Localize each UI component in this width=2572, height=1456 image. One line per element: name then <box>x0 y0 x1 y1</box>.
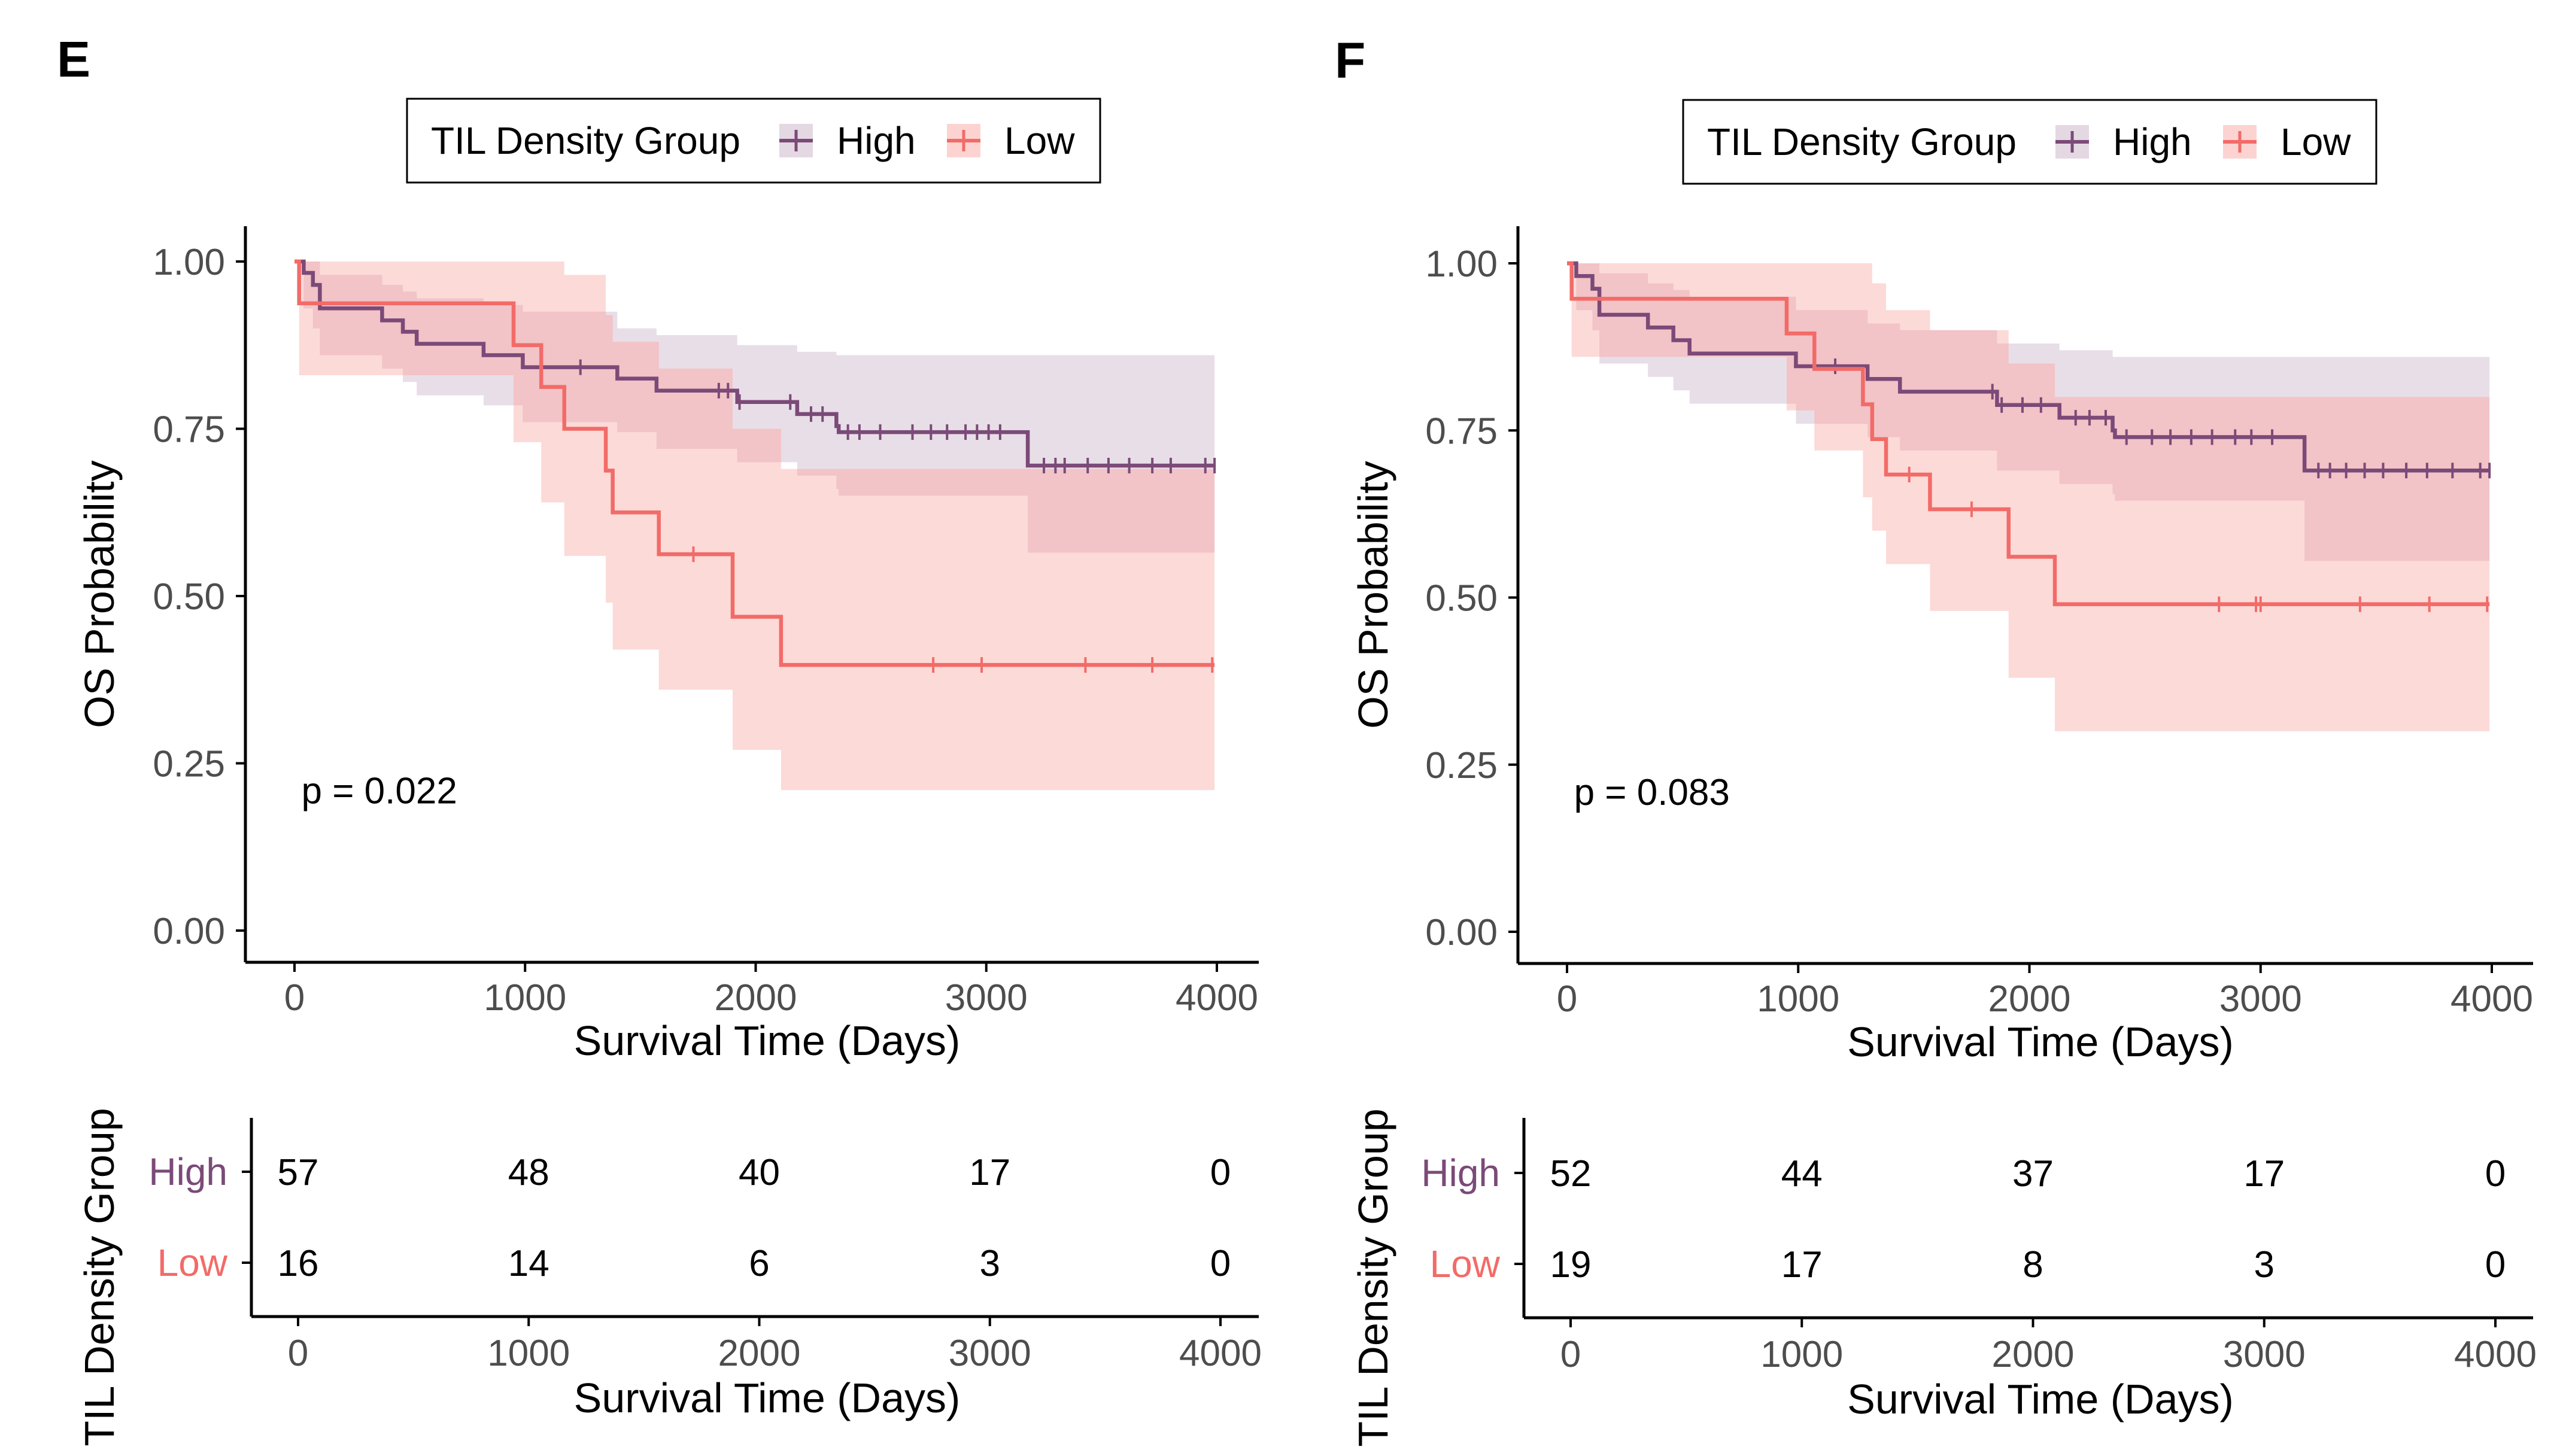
risk-count: 37 <box>2012 1153 2054 1194</box>
x-axis-title: Survival Time (Days) <box>1847 1019 2234 1065</box>
y-axis-title: OS Probability <box>76 460 123 728</box>
x-axis-title: Survival Time (Days) <box>574 1017 961 1064</box>
risk-row-label-high: High <box>148 1150 227 1193</box>
survival-curve-high <box>294 259 1215 468</box>
risk-x-tick-label: 4000 <box>2454 1334 2537 1375</box>
risk-x-tick-label: 0 <box>1560 1334 1581 1375</box>
risk-x-tick-label: 2000 <box>718 1333 801 1374</box>
risk-count: 0 <box>2485 1244 2506 1285</box>
risk-count: 48 <box>508 1152 549 1193</box>
risk-count: 52 <box>1550 1153 1592 1194</box>
y-tick-label: 0.50 <box>153 576 225 618</box>
legend-label-high: High <box>2113 120 2192 163</box>
panel-label: E <box>57 31 90 87</box>
risk-count: 16 <box>278 1243 319 1284</box>
risk-count: 3 <box>2254 1244 2275 1285</box>
risk-count: 8 <box>2023 1244 2043 1285</box>
y-tick-label: 0.75 <box>153 409 225 451</box>
risk-count: 17 <box>1781 1244 1823 1285</box>
risk-count: 17 <box>969 1152 1010 1193</box>
x-tick-label: 1000 <box>1757 978 1839 1020</box>
risk-count: 44 <box>1781 1153 1823 1194</box>
risk-table: High 57 48 40 17 0 Low 16 14 6 3 0 0 1000 2000 3000 4000… <box>76 1108 1262 1446</box>
legend-title: TIL Density Group <box>431 119 740 162</box>
risk-row-label-high: High <box>1421 1151 1500 1194</box>
panel-f: F TIL Density Group High Low 0.00 0.25 0.50 0.7… <box>1335 32 2537 1447</box>
p-value: p = 0.022 <box>302 771 457 812</box>
risk-x-axis-title: Survival Time (Days) <box>574 1375 961 1421</box>
y-tick-label: 1.00 <box>153 242 225 283</box>
x-tick-label: 3000 <box>2219 978 2302 1020</box>
risk-table: High 52 44 37 17 0 Low 19 17 8 3 0 0 1000 2000 3000 4000… <box>1350 1108 2537 1446</box>
y-tick-label: 1.00 <box>1425 244 1498 285</box>
risk-count: 0 <box>1210 1243 1231 1284</box>
y-tick-label: 0.00 <box>153 911 225 952</box>
panel-label: F <box>1335 32 1365 89</box>
y-axis-title: OS Probability <box>1350 461 1396 728</box>
risk-x-axis-title: Survival Time (Days) <box>1847 1376 2234 1422</box>
risk-table-title: TIL Density Group <box>76 1108 123 1446</box>
risk-x-tick-label: 2000 <box>1992 1334 2075 1375</box>
x-tick-label: 2000 <box>715 977 797 1019</box>
legend: TIL Density Group High Low <box>406 98 1101 184</box>
x-tick-label: 0 <box>284 977 305 1019</box>
survival-curve-high <box>1567 261 2490 473</box>
risk-count: 14 <box>508 1243 549 1284</box>
risk-x-tick-label: 4000 <box>1179 1333 1262 1374</box>
risk-x-tick-label: 0 <box>288 1333 308 1374</box>
legend-label-low: Low <box>2281 120 2351 163</box>
risk-count: 57 <box>278 1152 319 1193</box>
risk-row-label-low: Low <box>157 1241 228 1284</box>
x-tick-label: 4000 <box>1176 977 1258 1019</box>
risk-count: 19 <box>1550 1244 1592 1285</box>
y-tick-label: 0.25 <box>153 744 225 785</box>
risk-x-tick-label: 3000 <box>2223 1334 2306 1375</box>
x-tick-label: 2000 <box>1988 978 2071 1020</box>
x-tick-label: 0 <box>1557 978 1577 1020</box>
p-value: p = 0.083 <box>1574 772 1730 813</box>
risk-count: 0 <box>1210 1152 1231 1193</box>
risk-row-label-low: Low <box>1430 1242 1501 1285</box>
risk-count: 6 <box>749 1243 769 1284</box>
y-tick-label: 0.25 <box>1425 745 1498 786</box>
risk-count: 40 <box>739 1152 780 1193</box>
y-tick-label: 0.50 <box>1425 578 1498 619</box>
risk-count: 3 <box>980 1243 1000 1284</box>
panel-e: E TIL Density Group High Low 0.00 0.25 0.50 0.7… <box>57 31 1262 1446</box>
x-tick-label: 4000 <box>2450 978 2533 1020</box>
legend-label-low: Low <box>1004 119 1075 162</box>
risk-table-title: TIL Density Group <box>1350 1108 1396 1446</box>
legend-title: TIL Density Group <box>1707 120 2017 163</box>
survival-curve-low <box>1567 261 2490 606</box>
risk-x-tick-label: 1000 <box>487 1333 570 1374</box>
risk-count: 17 <box>2243 1153 2285 1194</box>
y-tick-label: 0.00 <box>1425 912 1498 953</box>
x-tick-label: 1000 <box>484 977 566 1019</box>
survival-curve-low <box>294 259 1215 667</box>
legend: TIL Density Group High Low <box>1682 99 2377 185</box>
risk-count: 0 <box>2485 1153 2506 1194</box>
y-tick-label: 0.75 <box>1425 411 1498 452</box>
legend-label-high: High <box>837 119 916 162</box>
risk-x-tick-label: 3000 <box>949 1333 1031 1374</box>
x-tick-label: 3000 <box>945 977 1028 1019</box>
risk-x-tick-label: 1000 <box>1760 1334 1843 1375</box>
